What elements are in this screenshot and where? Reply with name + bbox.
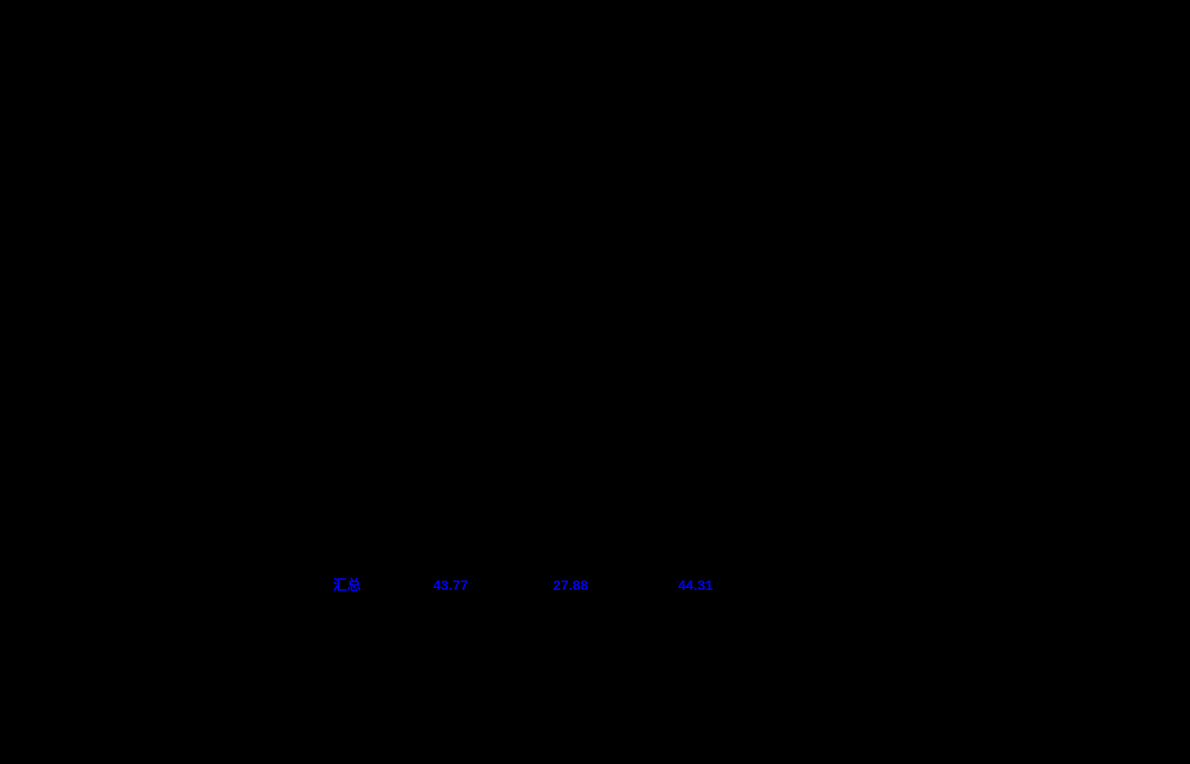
summary-value-2: 44.31	[678, 577, 713, 593]
summary-value-1: 27.88	[553, 577, 588, 593]
summary-value-0: 43.77	[433, 577, 468, 593]
summary-label: 汇总	[333, 575, 361, 595]
